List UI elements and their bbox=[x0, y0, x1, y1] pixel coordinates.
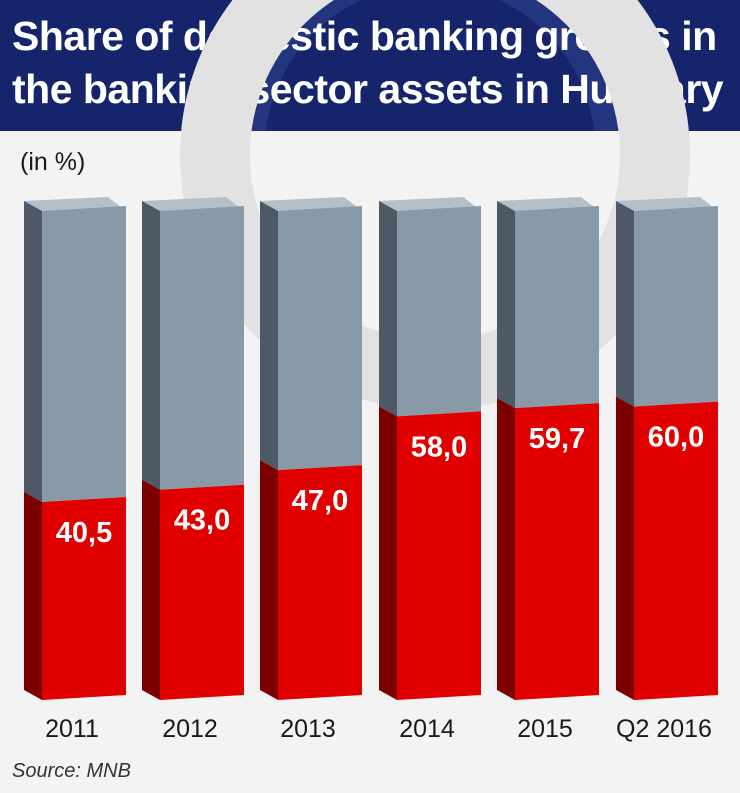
bar-side-rest bbox=[497, 201, 515, 409]
bar-side-rest bbox=[260, 201, 278, 471]
bar-top-face bbox=[24, 197, 126, 211]
data-label: 58,0 bbox=[411, 431, 467, 463]
x-tick-label: 2014 bbox=[399, 715, 455, 743]
bar-segment-domestic bbox=[160, 484, 244, 700]
bar-side-domestic bbox=[616, 396, 634, 700]
bar-side-rest bbox=[142, 201, 160, 490]
data-label: 60,0 bbox=[648, 422, 704, 454]
bar-2011: 40,5 bbox=[24, 197, 126, 700]
bar-side-rest bbox=[379, 201, 397, 417]
bar-segment-domestic bbox=[42, 496, 126, 700]
bar-segment-domestic bbox=[278, 465, 362, 700]
bar-segment-rest bbox=[160, 206, 244, 490]
bar-segment-rest bbox=[278, 206, 362, 471]
bar-top-face bbox=[616, 197, 718, 211]
bar-side-domestic bbox=[379, 406, 397, 700]
data-label: 59,7 bbox=[529, 423, 585, 455]
bar-top-face bbox=[260, 197, 362, 211]
data-label: 43,0 bbox=[174, 505, 230, 537]
bar-top-face bbox=[497, 197, 599, 211]
x-axis-labels: 2011 2012 2013 2014 2015 Q2 2016 bbox=[45, 715, 712, 743]
bar-2013: 47,0 bbox=[260, 197, 362, 700]
x-tick-label: 2013 bbox=[280, 715, 336, 743]
bar-segment-rest bbox=[515, 206, 599, 409]
bar-2015: 59,7 bbox=[497, 197, 599, 700]
bar-segment-rest bbox=[634, 206, 718, 407]
data-label: 47,0 bbox=[292, 485, 348, 517]
bar-segment-domestic bbox=[397, 411, 481, 700]
source-note: Source: MNB bbox=[12, 760, 131, 782]
bar-2012: 43,0 bbox=[142, 197, 244, 700]
bar-side-domestic bbox=[260, 460, 278, 700]
bar-segment-domestic bbox=[515, 403, 599, 700]
x-tick-label: 2011 bbox=[45, 715, 99, 743]
bar-side-rest bbox=[24, 201, 42, 502]
bar-side-rest bbox=[616, 201, 634, 407]
bar-2014: 58,0 bbox=[379, 197, 481, 700]
bar-side-domestic bbox=[142, 479, 160, 700]
x-tick-label: 2015 bbox=[517, 715, 573, 743]
x-tick-label: 2012 bbox=[162, 715, 218, 743]
bar-segment-rest bbox=[397, 206, 481, 417]
bar-top-face bbox=[142, 197, 244, 211]
bar-segment-domestic bbox=[634, 401, 718, 700]
bars-layer: 40,5 43,0 47,0 58,0 59,7 60,0 bbox=[24, 197, 718, 700]
data-label: 40,5 bbox=[56, 517, 112, 549]
bar-side-domestic bbox=[24, 491, 42, 700]
bar-side-domestic bbox=[497, 398, 515, 700]
bar-q2-2016: 60,0 bbox=[616, 197, 718, 700]
bar-segment-rest bbox=[42, 206, 126, 502]
bar-top-face bbox=[379, 197, 481, 211]
unit-label: (in %) bbox=[20, 148, 86, 176]
x-tick-label: Q2 2016 bbox=[616, 715, 712, 743]
